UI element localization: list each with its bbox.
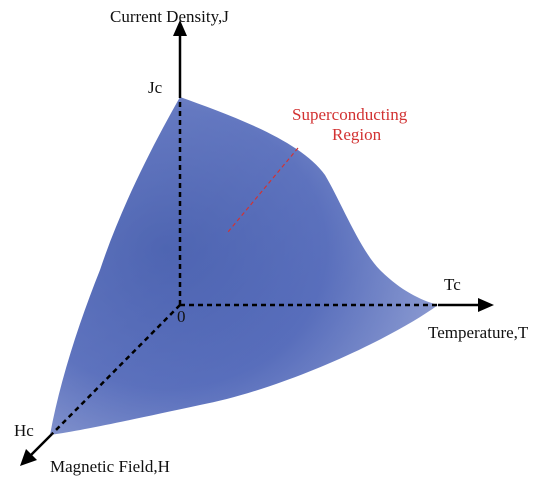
j-axis-arrowhead [173,20,187,36]
h-axis-solid [29,433,53,457]
hc-label: Hc [14,421,34,440]
t-axis-label: Temperature,T [428,323,529,342]
j-axis-label: Current Density,J [110,7,229,26]
origin-label: 0 [177,307,186,326]
h-axis-dashed [51,304,181,435]
region-leader-line [227,147,299,233]
t-axis-arrowhead [478,298,494,312]
jc-label: Jc [148,78,163,97]
tc-label: Tc [444,275,461,294]
h-axis-arrowhead [20,449,37,466]
surface-highlight [50,97,438,435]
region-label-line1: Superconducting [292,105,408,124]
region-label-line2: Region [332,125,382,144]
h-axis-label: Magnetic Field,H [50,457,170,476]
